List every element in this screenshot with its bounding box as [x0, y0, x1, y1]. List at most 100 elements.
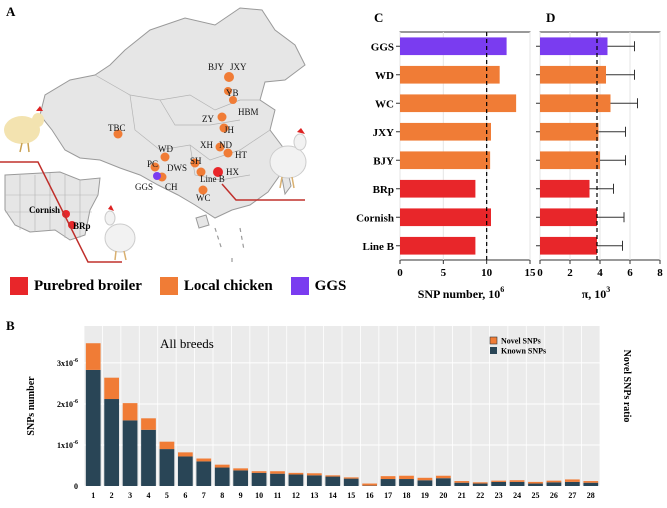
map-label-hbm: HBM — [238, 107, 259, 117]
map-label-tbc: TBC — [108, 123, 126, 133]
map-label-dws: DWS — [167, 163, 187, 173]
bar-known-chr15 — [343, 478, 359, 486]
legend-label-ggs: GGS — [314, 277, 347, 294]
bar-WD — [400, 65, 500, 84]
x-tick-label-12: 12 — [292, 491, 300, 500]
legend-swatch-known — [490, 347, 497, 354]
bar-novel-chr19 — [417, 477, 433, 481]
y-tick-label: 1x10-6 — [57, 440, 78, 450]
x-tick-label-28: 28 — [587, 491, 595, 500]
bar-novel-chr9 — [233, 468, 249, 471]
bar-novel-chr21 — [454, 481, 470, 483]
bar-known-chr26 — [546, 482, 562, 486]
bar-WC — [540, 94, 611, 113]
bar-GGS — [540, 37, 608, 56]
x-tick-label-24: 24 — [513, 491, 521, 500]
map-label-bjy: BJY — [208, 62, 225, 72]
bar-known-chr17 — [380, 479, 396, 486]
bar-novel-chr16 — [362, 483, 378, 486]
bar-novel-chr5 — [159, 441, 175, 450]
x-tick-label-27: 27 — [568, 491, 576, 500]
bar-novel-chr25 — [528, 481, 543, 484]
legend-label-known: Known SNPs — [501, 347, 546, 356]
y-tick-label: 3x10-6 — [57, 358, 78, 368]
map-label-ch: CH — [165, 182, 178, 192]
bar-known-chr5 — [159, 449, 175, 486]
x-tick-label-3: 3 — [128, 491, 132, 500]
legend-label-local: Local chicken — [183, 277, 273, 294]
y-tick-label: 2x10-6 — [57, 399, 78, 409]
x-tick-label: 4 — [597, 267, 603, 279]
bar-known-chr27 — [564, 481, 580, 486]
legend-swatch-ggs — [290, 277, 309, 295]
bar-novel-chr2 — [104, 377, 120, 400]
panel-letter-d: D — [546, 10, 556, 25]
bar-known-chr1 — [85, 369, 101, 486]
chart-c-snp-number: GGS WD WC JXY BJY BRp Cornish Line B 0 5 10 15 SNP n… — [356, 31, 537, 301]
bar-known-chr18 — [399, 479, 414, 486]
x-tick-label-11: 11 — [274, 491, 282, 500]
x-tick-label: 15 — [525, 267, 537, 279]
bar-novel-chr7 — [196, 458, 212, 462]
x-tick-label-26: 26 — [550, 491, 558, 500]
x-tick-label-1: 1 — [91, 491, 95, 500]
bar-known-chr3 — [122, 420, 138, 486]
bar-known-chr10 — [251, 472, 267, 486]
legend-label-novel: Novel SNPs — [501, 337, 541, 346]
china-outline — [39, 7, 306, 219]
x-tick-label-14: 14 — [329, 491, 337, 500]
x-tick-label-10: 10 — [255, 491, 263, 500]
x-tick-label: 6 — [627, 267, 633, 279]
x-tick-label-17: 17 — [384, 491, 392, 500]
x-tick-label-9: 9 — [239, 491, 243, 500]
y-tick-label: 0 — [74, 482, 78, 491]
bar-novel-chr17 — [380, 476, 396, 480]
bar-Cornish — [400, 208, 491, 227]
map-label-cornish: Cornish — [29, 205, 60, 215]
x-axis-label: π, 103 — [582, 285, 611, 301]
bar-novel-chr13 — [306, 473, 322, 476]
x-tick-label-6: 6 — [183, 491, 187, 500]
chart-d-nucleotide-diversity: 0 2 4 6 8 π, 103 — [536, 31, 663, 301]
legend-label-broiler: Purebred broiler — [34, 277, 142, 294]
x-tick-label-13: 13 — [310, 491, 318, 500]
bar-known-chr9 — [233, 470, 249, 486]
breed-legend: Purebred broiler Local chicken GGS — [10, 277, 346, 295]
bar-BRp — [400, 179, 476, 198]
bar-known-chr23 — [491, 481, 507, 486]
bar-novel-chr26 — [546, 480, 562, 483]
bar-known-chr28 — [583, 482, 599, 486]
x-tick-label: 8 — [657, 267, 663, 279]
map-label-ht: HT — [235, 150, 247, 160]
bar-novel-chr23 — [491, 480, 507, 482]
annotation-all-breeds: All breeds — [160, 336, 214, 351]
bar-known-chr20 — [435, 478, 451, 486]
bar-novel-chr8 — [214, 464, 230, 468]
y-axis-label: SNPs number — [26, 376, 37, 436]
x-tick-label-7: 7 — [202, 491, 206, 500]
map-label-hx: HX — [226, 167, 239, 177]
legend-swatch-novel — [489, 336, 498, 345]
bar-novel-chr27 — [564, 479, 580, 482]
x-tick-label-20: 20 — [439, 491, 447, 500]
bar-novel-chr24 — [509, 480, 525, 482]
y-tick-label-GGS: GGS — [371, 41, 394, 53]
map-label-wc: WC — [196, 193, 211, 203]
x-tick-label: 0 — [537, 267, 543, 279]
map-label-nd: ND — [219, 140, 232, 150]
x-tick-label-16: 16 — [366, 491, 374, 500]
chicken-illustration-left — [4, 106, 44, 153]
bar-novel-chr11 — [270, 471, 285, 474]
panel-letter-c: C — [374, 10, 384, 25]
bar-Line B — [540, 236, 597, 255]
x-tick-label: 0 — [397, 267, 403, 279]
bar-known-chr19 — [417, 480, 433, 486]
bar-known-chr13 — [306, 475, 322, 486]
chicken-illustration-right — [269, 128, 307, 189]
y-tick-label-BRp: BRp — [373, 184, 394, 196]
china-map: BJY JXY YB HBM ZY JH TBC XH ND HT WD SH … — [0, 7, 307, 265]
y-axis-label-right: Novel SNPs ratio — [621, 350, 632, 423]
map-label-brp: BRp — [73, 221, 91, 231]
bar-known-chr22 — [472, 483, 488, 486]
bar-WD — [540, 65, 606, 84]
